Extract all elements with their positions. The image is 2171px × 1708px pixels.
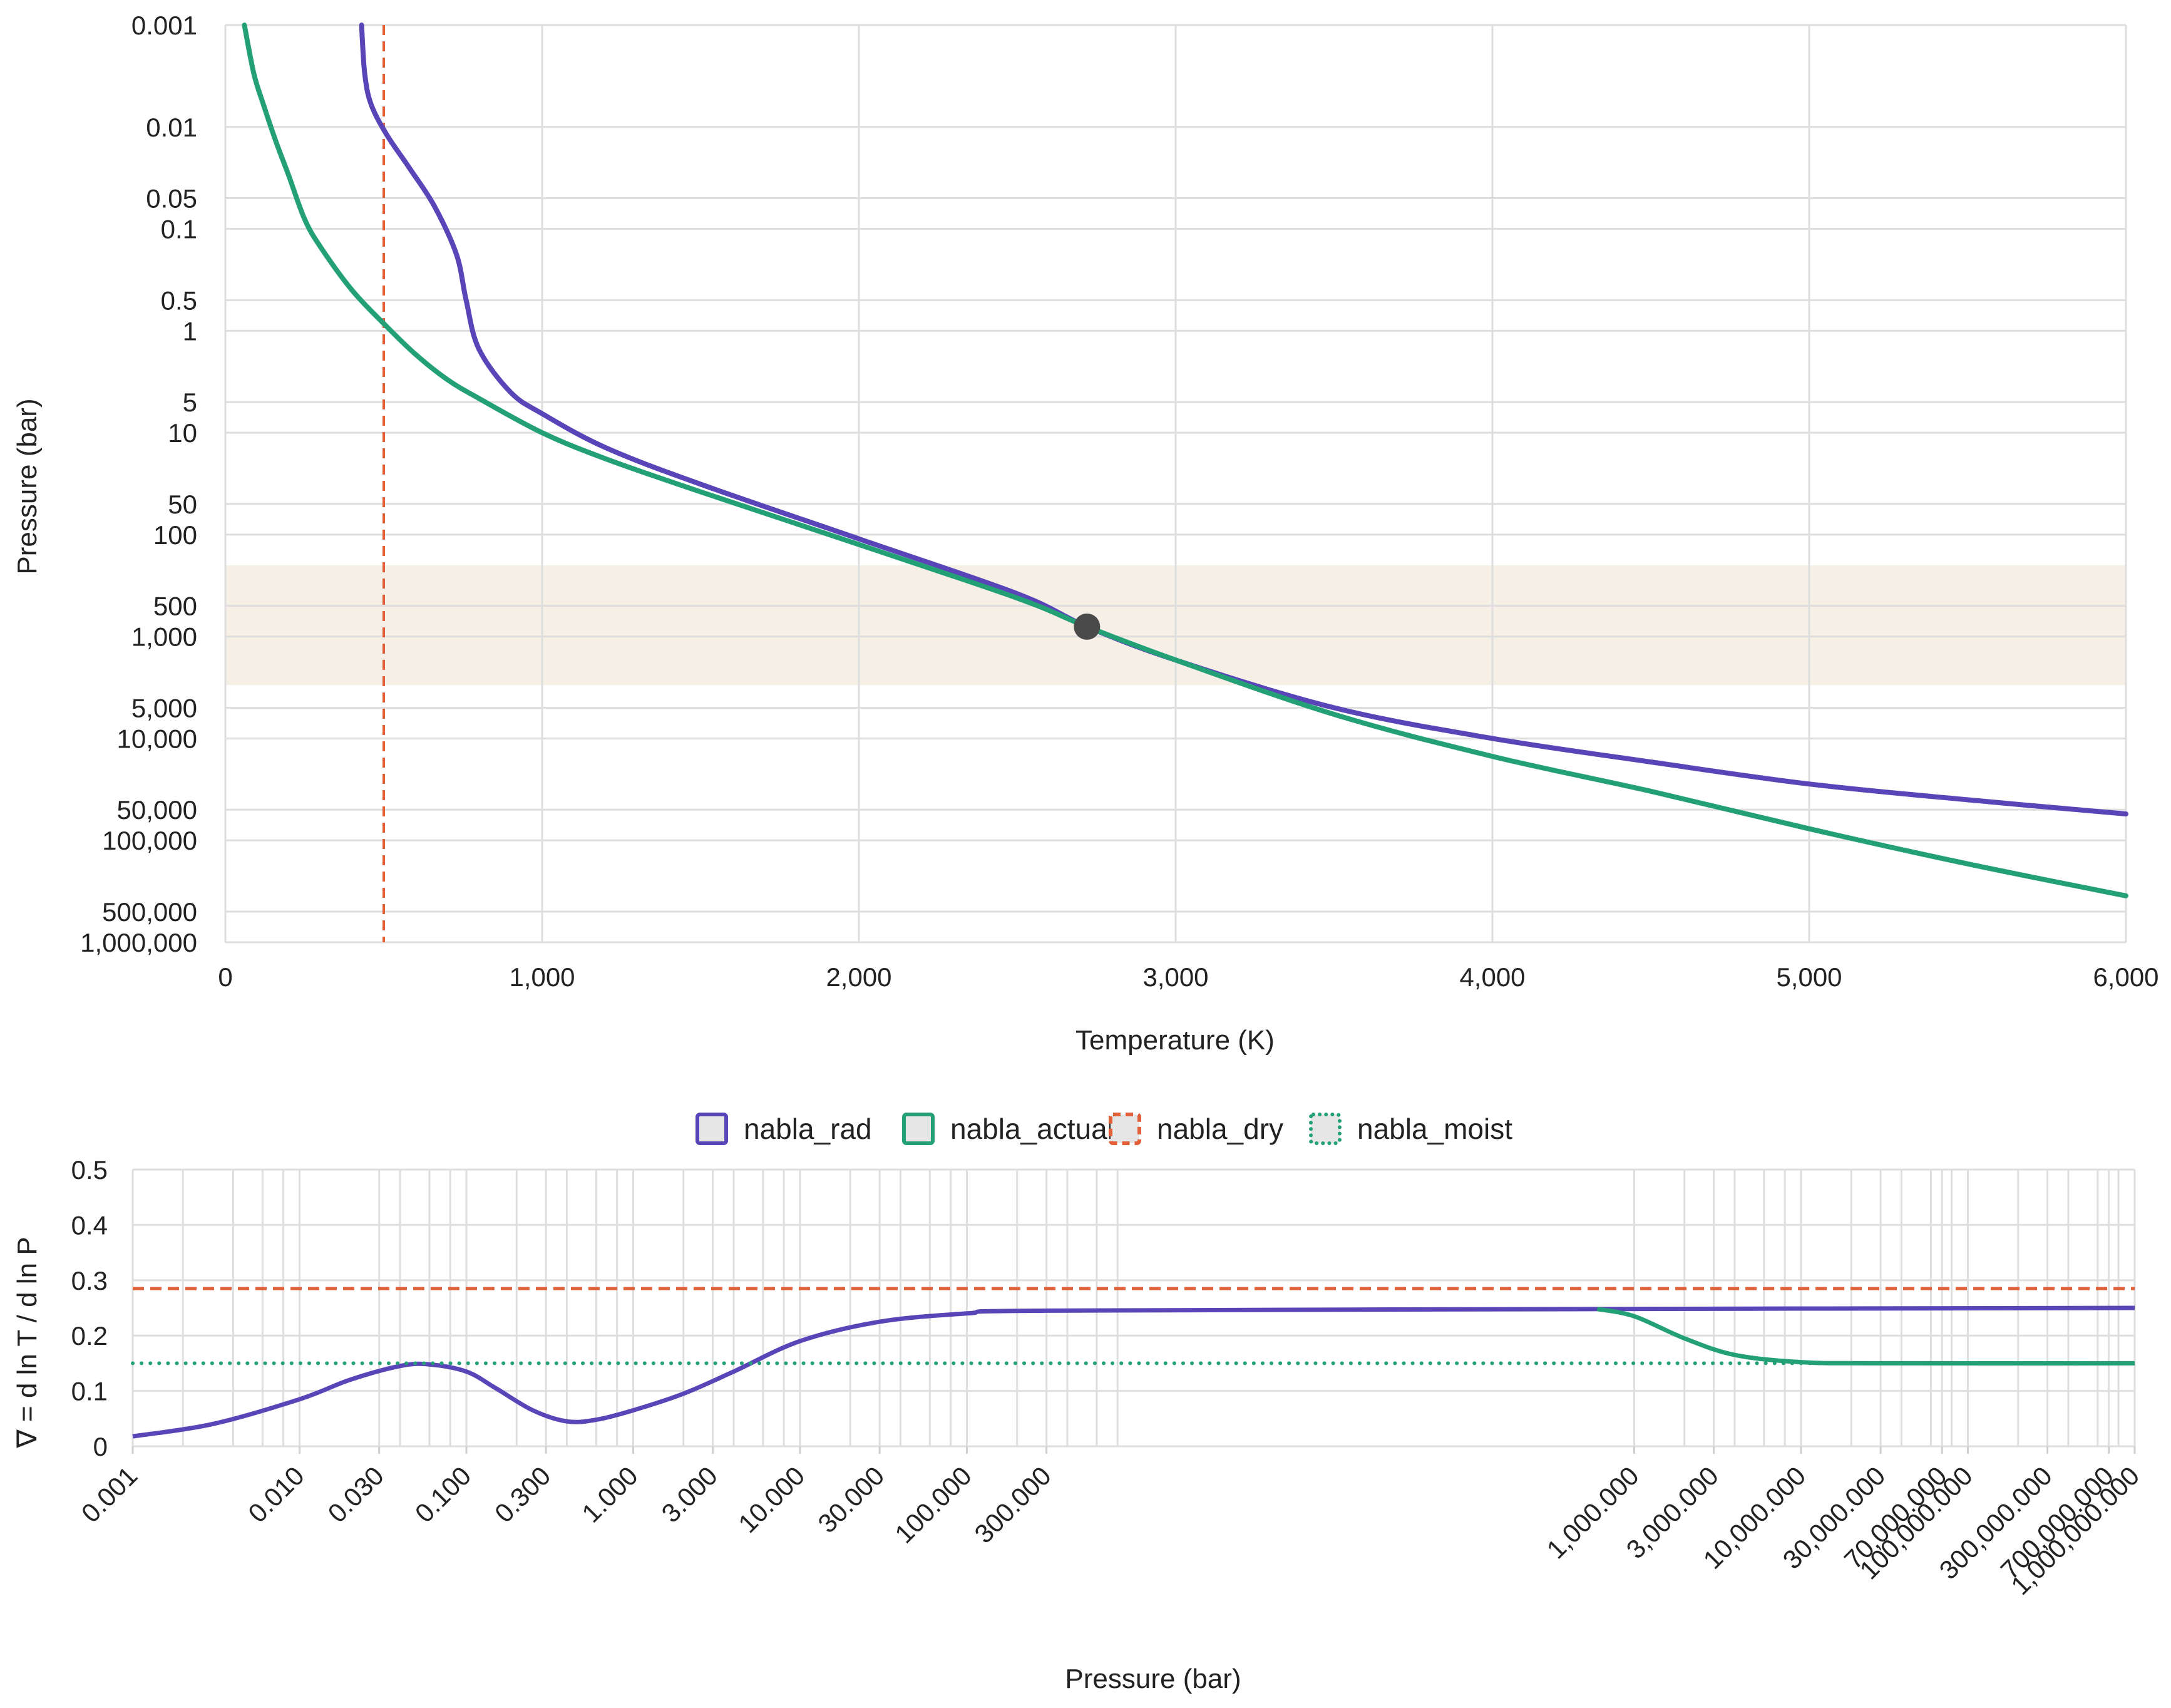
x-tick-100-000: 100.000 xyxy=(889,1461,977,1549)
y-axis-title: ∇ = d ln T / d ln P xyxy=(12,1237,43,1448)
x-tick-0-100: 0.100 xyxy=(409,1461,477,1528)
nabla-rad-profile-line xyxy=(359,23,2128,816)
y-tick-1-000: 1,000 xyxy=(131,622,197,652)
legend-item-nabla-rad[interactable]: nabla_rad xyxy=(695,1113,872,1145)
y-tick-labels: 0 0.1 0.2 0.3 0.4 0.5 xyxy=(71,1155,108,1461)
legend-swatch xyxy=(902,1113,935,1145)
y-tick-5: 5 xyxy=(183,388,197,417)
legend-label: nabla_actual xyxy=(950,1113,1114,1145)
legend-item-nabla-moist[interactable]: nabla_moist xyxy=(1309,1113,1512,1145)
y-tick-1-000-000: 1,000,000 xyxy=(80,928,197,957)
gradient-series-lines xyxy=(131,1287,2137,1439)
y-tick-0-05: 0.05 xyxy=(146,184,197,214)
x-tick-2-000: 2,000 xyxy=(826,962,891,992)
current-point-marker[interactable] xyxy=(1074,613,1101,640)
y-tick-0-001: 0.001 xyxy=(131,11,197,40)
y-tick-100: 100 xyxy=(153,520,197,550)
x-tick-3-000: 3,000 xyxy=(1142,962,1208,992)
y-gridlines xyxy=(225,24,2126,944)
x-tick-1-000: 1.000 xyxy=(576,1461,644,1528)
x-tick-0-001: 0.001 xyxy=(76,1461,143,1528)
legend-label: nabla_moist xyxy=(1357,1113,1512,1145)
x-tick-30-000: 30.000 xyxy=(812,1461,890,1538)
y-tick-0-2: 0.2 xyxy=(71,1321,108,1350)
legend-swatch xyxy=(695,1113,728,1145)
y-tick-10-000: 10,000 xyxy=(117,724,197,753)
x-tick-5-000: 5,000 xyxy=(1776,962,1842,992)
y-tick-50: 50 xyxy=(168,490,197,519)
x-tick-labels: 0 1,000 2,000 3,000 4,000 5,000 6,000 xyxy=(218,962,2158,992)
series-line-nabla-rad xyxy=(132,1305,2135,1439)
y-tick-50-000: 50,000 xyxy=(117,795,197,825)
legend-swatch xyxy=(1109,1113,1141,1145)
x-axis-title: Temperature (K) xyxy=(1075,1025,1275,1056)
nabla-actual-profile-line xyxy=(242,23,2128,898)
y-axis-title: Pressure (bar) xyxy=(12,398,43,574)
x-tick-labels: 0.001 0.010 0.030 0.100 0.300 1.000 3.000 10.00… xyxy=(76,1461,2145,1600)
x-axis-title: Pressure (bar) xyxy=(1065,1664,1241,1694)
y-tick-0-5: 0.5 xyxy=(71,1155,108,1185)
y-tick-0-1: 0.1 xyxy=(161,215,197,244)
legend-item-nabla-actual[interactable]: nabla_actual xyxy=(902,1113,1114,1145)
y-tick-1: 1 xyxy=(183,316,197,346)
x-tick-4-000: 4,000 xyxy=(1459,962,1525,992)
x-tick-0: 0 xyxy=(218,962,232,992)
y-tick-0: 0 xyxy=(93,1432,108,1461)
legend-item-nabla-dry[interactable]: nabla_dry xyxy=(1109,1113,1283,1145)
x-tick-1-000: 1,000 xyxy=(509,962,575,992)
y-tick-10: 10 xyxy=(168,418,197,448)
y-tick-5-000: 5,000 xyxy=(131,693,197,723)
y-tick-500: 500 xyxy=(153,592,197,621)
x-tick-3-000: 3.000 xyxy=(655,1461,723,1528)
x-tick-10-000: 10.000 xyxy=(732,1461,810,1538)
x-tick-0-300: 0.300 xyxy=(489,1461,557,1528)
x-tick-6-000: 6,000 xyxy=(2093,962,2158,992)
legend-label: nabla_rad xyxy=(744,1113,872,1145)
x-tick-300-000: 300.000 xyxy=(968,1461,1057,1549)
temperature-pressure-chart: 0 1,000 2,000 3,000 4,000 5,000 6,000 0.0010.0… xyxy=(12,11,2159,1056)
legend-swatch xyxy=(1309,1113,1342,1145)
legend: nabla_rad nabla_actual nabla_dry nabla_mois… xyxy=(695,1113,1512,1145)
y-tick-0-4: 0.4 xyxy=(71,1210,108,1240)
y-tick-0-5: 0.5 xyxy=(161,286,197,315)
x-tick-0-010: 0.010 xyxy=(242,1461,310,1528)
y-tick-0-1: 0.1 xyxy=(71,1377,108,1406)
x-tick-0-030: 0.030 xyxy=(322,1461,389,1528)
legend-label: nabla_dry xyxy=(1157,1113,1283,1145)
y-tick-0-3: 0.3 xyxy=(71,1266,108,1295)
y-tick-0-01: 0.01 xyxy=(146,113,197,142)
gradient-pressure-chart: 0 0.1 0.2 0.3 0.4 0.5 0.001 0.010 0.030 0.100 0.3… xyxy=(12,1155,2145,1694)
x-gridlines xyxy=(224,25,2127,942)
y-tick-100-000: 100,000 xyxy=(102,826,197,855)
y-tick-500-000: 500,000 xyxy=(102,897,197,927)
